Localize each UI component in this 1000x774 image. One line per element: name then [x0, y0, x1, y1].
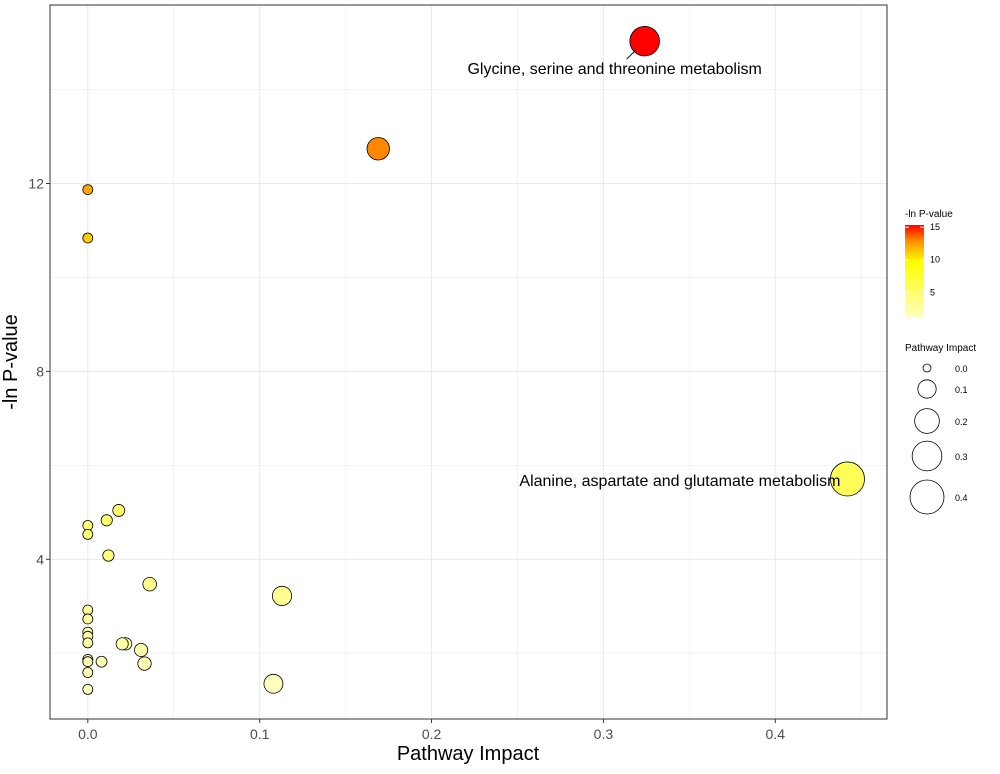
- y-tick-label: 12: [28, 176, 44, 192]
- size-legend-circle: [909, 479, 945, 515]
- data-point: [112, 504, 126, 517]
- x-tick-label: 0.4: [766, 726, 786, 742]
- size-legend-label: 0.2: [955, 417, 968, 427]
- data-point: [137, 656, 152, 671]
- data-point: [82, 528, 94, 540]
- color-legend-label: 10: [930, 255, 940, 265]
- size-legend-circle: [917, 379, 937, 399]
- color-legend-label: 15: [930, 222, 940, 232]
- data-point: [82, 656, 94, 668]
- data-point: [82, 684, 94, 695]
- data-point: [82, 613, 94, 625]
- x-tick-label: 0.3: [594, 726, 614, 742]
- data-point: [134, 642, 149, 657]
- data-point: [142, 576, 157, 592]
- annotation-leader-line: [626, 48, 638, 60]
- size-legend-label: 0.4: [955, 493, 968, 503]
- plot-border: [49, 4, 888, 720]
- x-axis-label: Pathway Impact: [397, 743, 540, 765]
- size-legend-circle: [922, 363, 932, 373]
- x-tick-label: 0.0: [78, 726, 98, 742]
- data-point: [82, 184, 94, 196]
- color-legend-title: -ln P-value: [905, 209, 953, 220]
- data-point: [366, 137, 390, 161]
- data-point: [629, 25, 660, 57]
- size-legend-label: 0.3: [955, 452, 968, 462]
- y-tick-label: 8: [36, 363, 44, 379]
- annotation-label: Alanine, aspartate and glutamate metabol…: [519, 473, 840, 490]
- data-point: [82, 604, 94, 616]
- data-point: [100, 514, 113, 527]
- data-point: [271, 585, 293, 606]
- data-point: [102, 549, 115, 562]
- size-legend-circle: [911, 440, 943, 472]
- size-legend-label: 0.1: [955, 385, 968, 395]
- data-point: [95, 655, 108, 668]
- size-legend-title: Pathway Impact: [905, 343, 976, 354]
- annotation-label: Glycine, serine and threonine metabolism: [467, 61, 761, 78]
- data-point: [82, 637, 94, 649]
- data-point: [830, 461, 865, 497]
- size-legend-circle: [914, 408, 940, 434]
- size-legend-label: 0.0: [955, 364, 968, 374]
- data-point: [82, 667, 94, 678]
- x-tick-label: 0.1: [250, 726, 270, 742]
- color-legend-label: 5: [930, 287, 935, 297]
- data-point: [82, 232, 94, 244]
- color-bar: [905, 225, 924, 317]
- data-point: [115, 637, 129, 651]
- data-point: [263, 673, 284, 694]
- y-tick-label: 4: [36, 551, 44, 567]
- y-axis-label: -ln P-value: [0, 314, 22, 410]
- data-point: [82, 520, 94, 531]
- x-tick-label: 0.2: [422, 726, 442, 742]
